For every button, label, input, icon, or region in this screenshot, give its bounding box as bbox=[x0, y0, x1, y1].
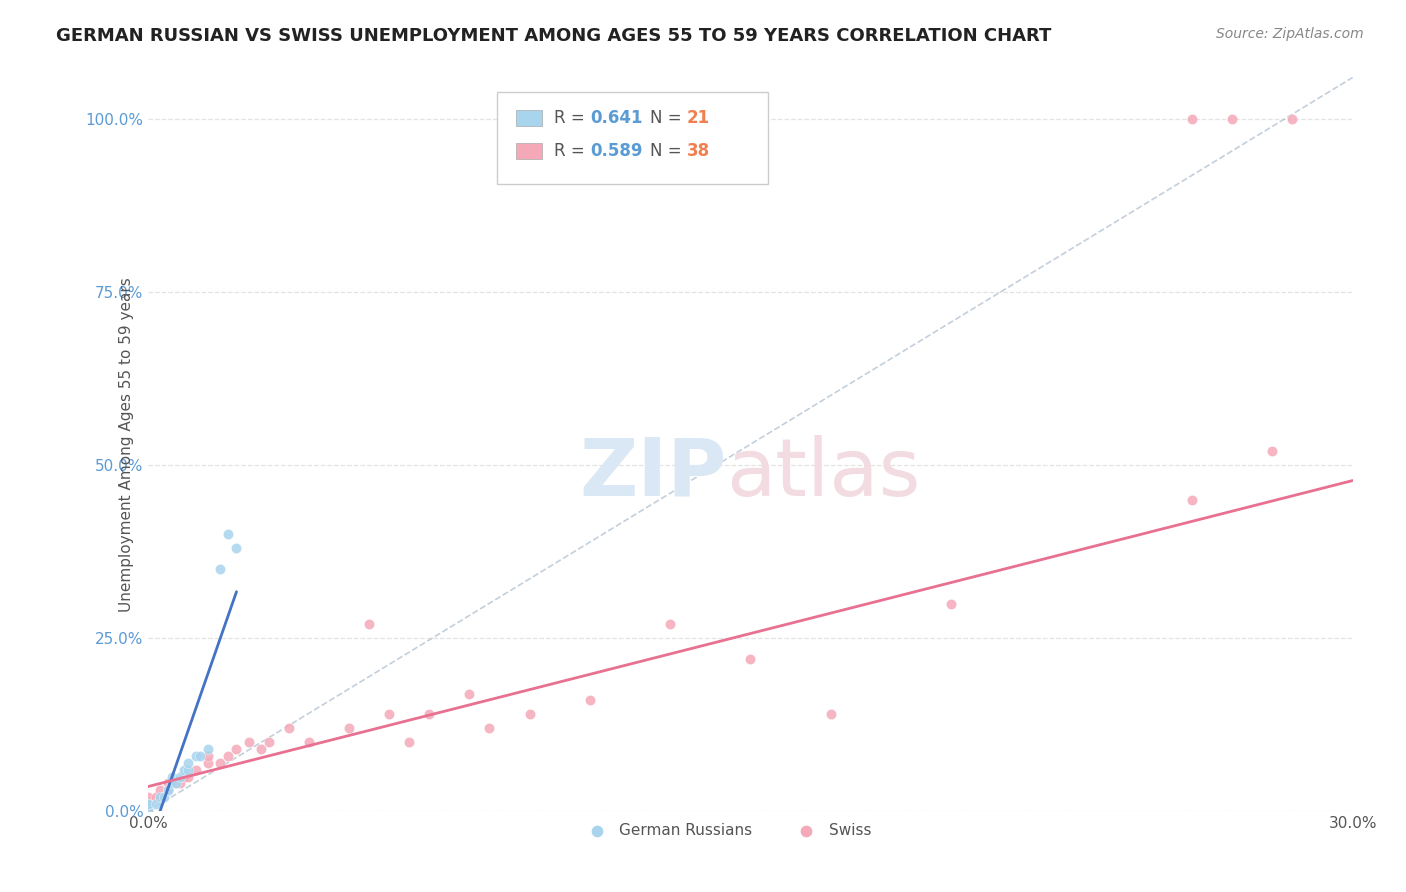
Legend: German Russians, Swiss: German Russians, Swiss bbox=[575, 817, 877, 844]
Point bbox=[209, 562, 232, 576]
Point bbox=[136, 797, 159, 812]
Point bbox=[169, 770, 191, 784]
Point bbox=[941, 597, 963, 611]
Point bbox=[157, 783, 180, 797]
Point bbox=[153, 790, 176, 805]
Point bbox=[217, 527, 239, 541]
Point bbox=[378, 707, 401, 722]
Point bbox=[298, 735, 321, 749]
Point bbox=[173, 763, 195, 777]
Bar bbox=[516, 110, 543, 126]
Point bbox=[162, 776, 184, 790]
Point bbox=[157, 783, 180, 797]
Point bbox=[249, 742, 271, 756]
Point bbox=[190, 748, 212, 763]
Point bbox=[149, 790, 172, 805]
Text: N =: N = bbox=[651, 142, 688, 160]
Text: R =: R = bbox=[554, 142, 591, 160]
FancyBboxPatch shape bbox=[498, 92, 769, 184]
Bar bbox=[516, 143, 543, 159]
Point bbox=[177, 756, 200, 770]
Text: Source: ZipAtlas.com: Source: ZipAtlas.com bbox=[1216, 27, 1364, 41]
Y-axis label: Unemployment Among Ages 55 to 59 years: Unemployment Among Ages 55 to 59 years bbox=[120, 277, 134, 612]
Point bbox=[177, 770, 200, 784]
Point bbox=[519, 707, 541, 722]
Point bbox=[478, 721, 501, 735]
Text: N =: N = bbox=[651, 109, 688, 127]
Point bbox=[136, 797, 159, 812]
Point bbox=[162, 770, 184, 784]
Point bbox=[145, 790, 167, 805]
Text: R =: R = bbox=[554, 109, 591, 127]
Point bbox=[177, 763, 200, 777]
Point bbox=[398, 735, 420, 749]
Text: 21: 21 bbox=[686, 109, 710, 127]
Point bbox=[820, 707, 842, 722]
Point bbox=[225, 742, 247, 756]
Point bbox=[1220, 112, 1243, 126]
Text: 38: 38 bbox=[686, 142, 710, 160]
Point bbox=[136, 804, 159, 818]
Text: ZIP: ZIP bbox=[579, 434, 727, 513]
Point bbox=[136, 790, 159, 805]
Point bbox=[257, 735, 280, 749]
Point bbox=[165, 776, 187, 790]
Point bbox=[149, 783, 172, 797]
Point bbox=[145, 797, 167, 812]
Point bbox=[277, 721, 299, 735]
Point bbox=[197, 756, 219, 770]
Point bbox=[1261, 444, 1284, 458]
Point bbox=[186, 763, 208, 777]
Point bbox=[157, 783, 180, 797]
Point bbox=[238, 735, 260, 749]
Point bbox=[136, 804, 159, 818]
Point bbox=[659, 617, 682, 632]
Point bbox=[186, 748, 208, 763]
Point bbox=[173, 770, 195, 784]
Point bbox=[357, 617, 380, 632]
Point bbox=[165, 776, 187, 790]
Point bbox=[458, 686, 481, 700]
Point bbox=[1181, 492, 1204, 507]
Point bbox=[197, 742, 219, 756]
Point bbox=[579, 693, 602, 707]
Point bbox=[1181, 112, 1204, 126]
Text: 0.641: 0.641 bbox=[591, 109, 643, 127]
Point bbox=[136, 797, 159, 812]
Point bbox=[1281, 112, 1303, 126]
Text: GERMAN RUSSIAN VS SWISS UNEMPLOYMENT AMONG AGES 55 TO 59 YEARS CORRELATION CHART: GERMAN RUSSIAN VS SWISS UNEMPLOYMENT AMO… bbox=[56, 27, 1052, 45]
Point bbox=[136, 804, 159, 818]
Point bbox=[209, 756, 232, 770]
Point bbox=[169, 776, 191, 790]
Point bbox=[337, 721, 360, 735]
Point bbox=[157, 776, 180, 790]
Point bbox=[418, 707, 440, 722]
Text: atlas: atlas bbox=[727, 434, 921, 513]
Text: 0.589: 0.589 bbox=[591, 142, 643, 160]
Point bbox=[217, 748, 239, 763]
Point bbox=[225, 541, 247, 556]
Point bbox=[197, 748, 219, 763]
Point bbox=[740, 652, 762, 666]
